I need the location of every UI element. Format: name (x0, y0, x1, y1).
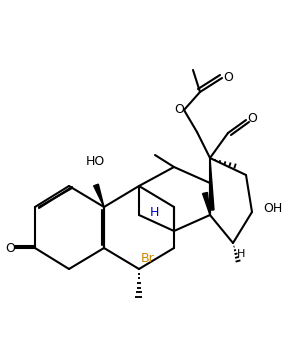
Text: Br: Br (141, 251, 155, 265)
Text: O: O (247, 111, 257, 125)
Text: HO: HO (86, 154, 105, 168)
Text: O: O (223, 71, 233, 84)
Polygon shape (203, 192, 210, 215)
Text: O: O (174, 103, 184, 116)
Text: O: O (5, 241, 15, 255)
Polygon shape (94, 184, 104, 207)
Text: OH: OH (263, 202, 282, 215)
Text: H: H (149, 205, 159, 218)
Polygon shape (210, 158, 214, 210)
Text: H: H (237, 249, 245, 259)
